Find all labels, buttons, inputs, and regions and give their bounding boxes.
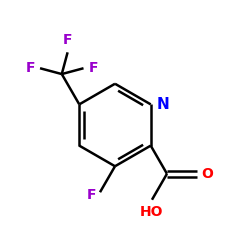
Text: O: O xyxy=(202,167,213,181)
Text: N: N xyxy=(156,97,169,112)
Text: HO: HO xyxy=(140,205,164,219)
Text: F: F xyxy=(63,33,72,47)
Text: F: F xyxy=(88,61,98,75)
Text: F: F xyxy=(87,188,96,202)
Text: F: F xyxy=(26,61,35,75)
